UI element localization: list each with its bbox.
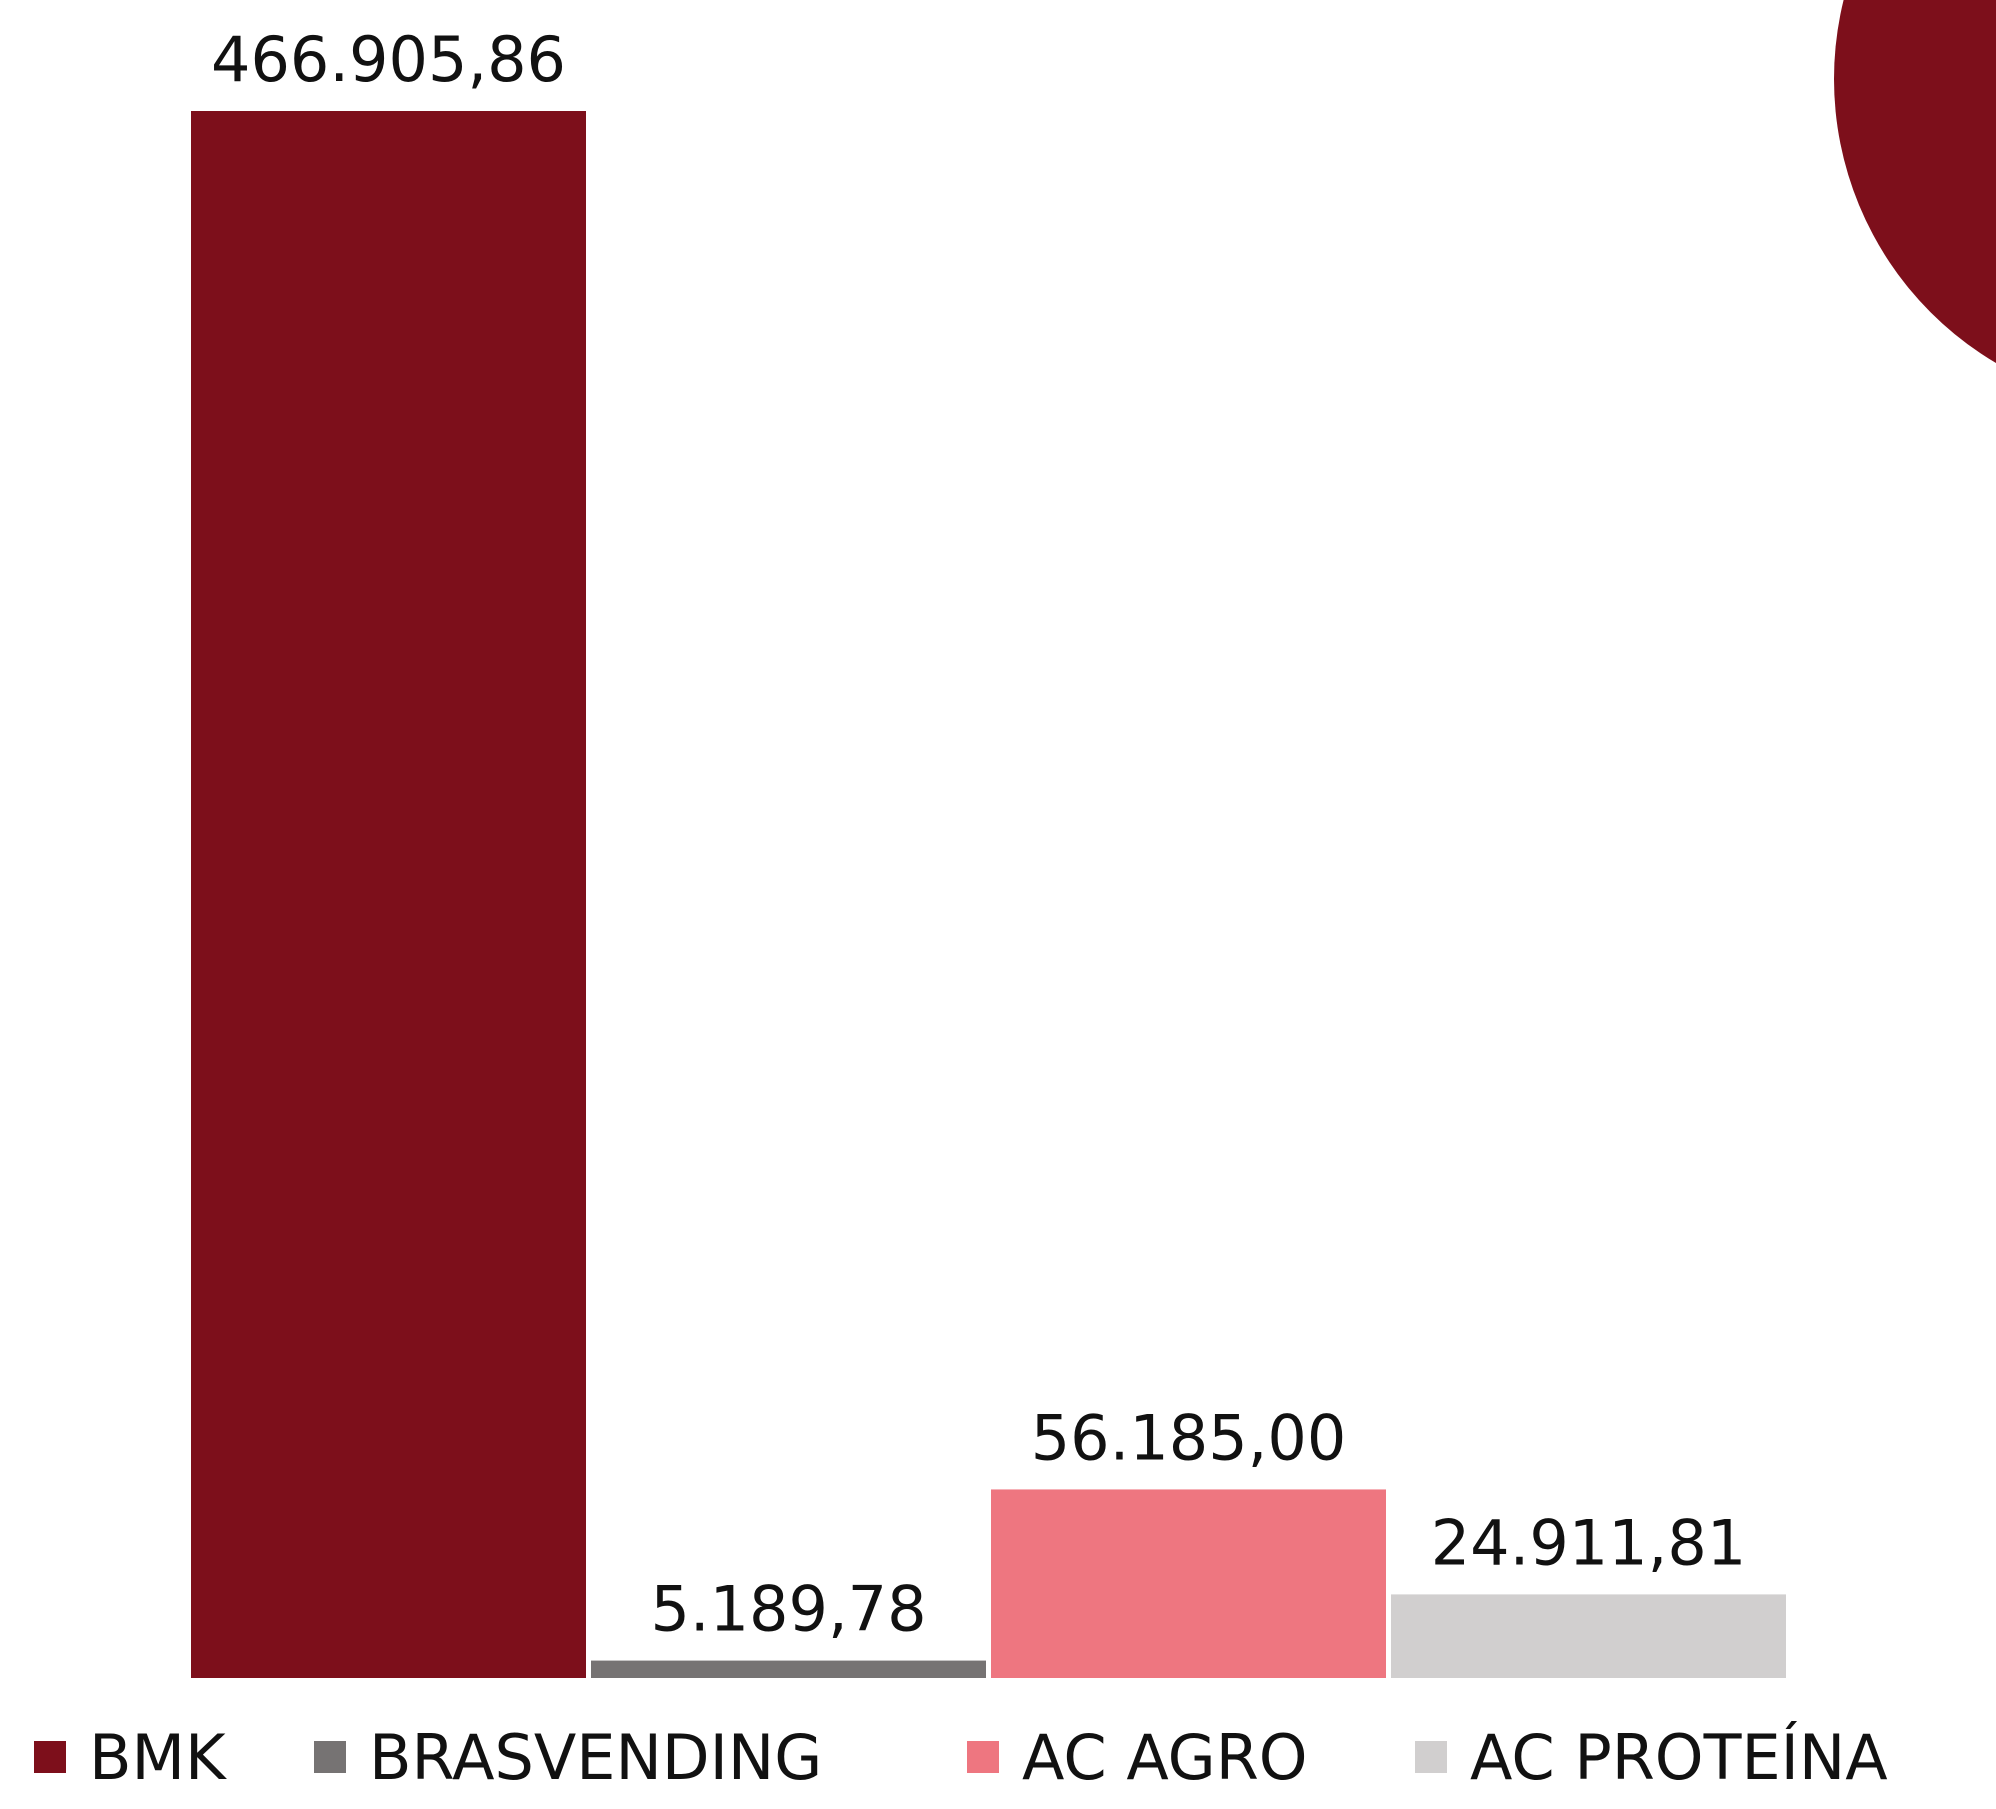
bar [1391,1594,1786,1678]
decoration-circle [1834,0,1996,363]
legend-swatch [1415,1741,1447,1773]
legend-swatch [314,1741,346,1773]
legend-swatch [34,1741,66,1773]
legend-swatch [967,1741,999,1773]
value-label: 56.185,00 [1031,1401,1347,1474]
value-label: 5.189,78 [650,1573,926,1646]
value-label: 466.905,86 [211,23,566,96]
legend-label: AC AGRO [1022,1721,1308,1794]
bar [591,1660,986,1678]
bar [191,111,586,1678]
value-label: 24.911,81 [1431,1506,1747,1579]
bar [991,1489,1386,1678]
legend-label: BMK [89,1721,227,1794]
legend-label: BRASVENDING [369,1721,822,1794]
legend-label: AC PROTEÍNA [1470,1721,1888,1794]
